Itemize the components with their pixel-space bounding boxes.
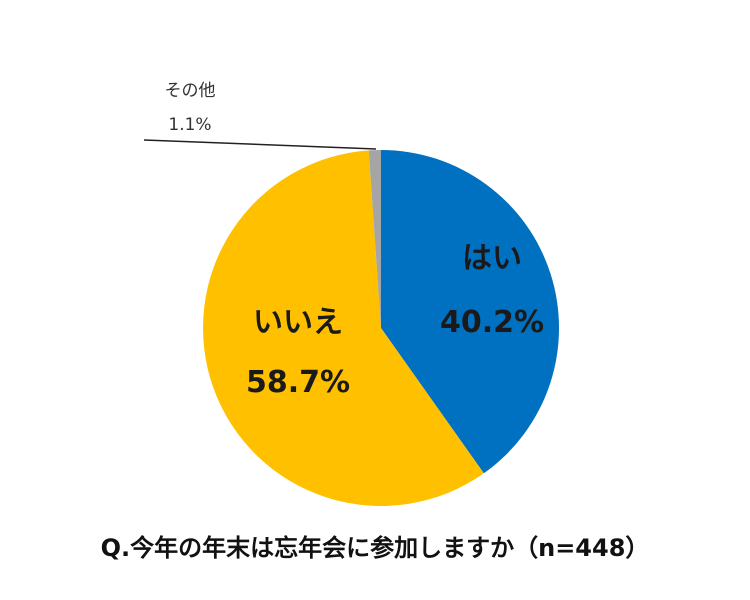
chart-title: Q.今年の年末は忘年会に参加しますか（n=448）	[100, 534, 650, 562]
slice-no	[203, 150, 484, 506]
slice-label-other: その他	[165, 81, 216, 101]
slice-value-yes: 40.2%	[440, 305, 544, 340]
slice-value-no: 58.7%	[246, 365, 350, 400]
slice-label-yes: はい	[462, 241, 522, 276]
slice-yes	[381, 150, 560, 474]
slice-other	[368, 150, 381, 328]
other-leader-line	[143, 139, 377, 150]
slice-label-no: いいえ	[253, 305, 343, 340]
slice-value-other: 1.1%	[168, 115, 211, 135]
